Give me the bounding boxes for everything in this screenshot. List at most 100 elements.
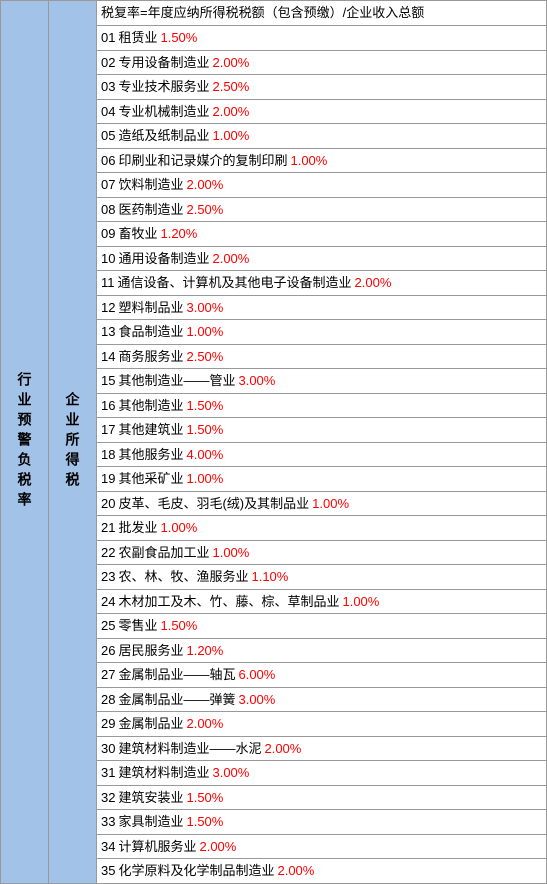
table-row: 18 其他服务业 4.00% bbox=[97, 443, 546, 468]
row-rate: 2.00% bbox=[186, 714, 223, 734]
row-number: 08 bbox=[101, 200, 115, 220]
row-number: 32 bbox=[101, 788, 115, 808]
table-row: 13 食品制造业 1.00% bbox=[97, 320, 546, 345]
table-row: 30 建筑材料制造业——水泥 2.00% bbox=[97, 737, 546, 762]
row-number: 11 bbox=[101, 273, 115, 293]
row-label: 建筑材料制造业 bbox=[118, 763, 209, 783]
row-rate: 2.00% bbox=[186, 175, 223, 195]
table-row: 27 金属制品业——轴瓦 6.00% bbox=[97, 663, 546, 688]
row-label: 零售业 bbox=[118, 616, 157, 636]
row-number: 26 bbox=[101, 641, 115, 661]
row-number: 07 bbox=[101, 175, 115, 195]
row-rate: 3.00% bbox=[186, 298, 223, 318]
row-label: 塑料制品业 bbox=[118, 298, 183, 318]
row-number: 03 bbox=[101, 77, 115, 97]
row-number: 17 bbox=[101, 420, 115, 440]
row-number: 25 bbox=[101, 616, 115, 636]
row-number: 20 bbox=[101, 494, 115, 514]
row-rate: 2.50% bbox=[186, 347, 223, 367]
row-number: 02 bbox=[101, 53, 115, 73]
table-row: 35 化学原料及化学制品制造业 2.00% bbox=[97, 859, 546, 883]
table-row: 09 畜牧业 1.20% bbox=[97, 222, 546, 247]
row-number: 29 bbox=[101, 714, 115, 734]
row-rate: 1.10% bbox=[251, 567, 288, 587]
row-label: 其他采矿业 bbox=[118, 469, 183, 489]
row-label: 批发业 bbox=[118, 518, 157, 538]
table-row: 03 专业技术服务业 2.50% bbox=[97, 75, 546, 100]
row-number: 13 bbox=[101, 322, 115, 342]
row-number: 16 bbox=[101, 396, 115, 416]
table-row: 16 其他制造业 1.50% bbox=[97, 394, 546, 419]
row-label: 农、林、牧、渔服务业 bbox=[118, 567, 248, 587]
row-rate: 6.00% bbox=[238, 665, 275, 685]
table-row: 34 计算机服务业 2.00% bbox=[97, 835, 546, 860]
row-number: 23 bbox=[101, 567, 115, 587]
table-row: 02 专用设备制造业 2.00% bbox=[97, 51, 546, 76]
table-row: 12 塑料制品业 3.00% bbox=[97, 296, 546, 321]
row-rate: 1.50% bbox=[160, 28, 197, 48]
row-label: 建筑材料制造业——水泥 bbox=[118, 739, 261, 759]
row-rate: 1.20% bbox=[186, 641, 223, 661]
row-number: 34 bbox=[101, 837, 115, 857]
row-rate: 1.50% bbox=[186, 788, 223, 808]
row-label: 计算机服务业 bbox=[118, 837, 196, 857]
row-label: 金属制品业——轴瓦 bbox=[118, 665, 235, 685]
row-rate: 1.00% bbox=[342, 592, 379, 612]
table-row: 19 其他采矿业 1.00% bbox=[97, 467, 546, 492]
row-label: 专用设备制造业 bbox=[118, 53, 209, 73]
row-rate: 2.00% bbox=[355, 273, 392, 293]
table-row: 25 零售业 1.50% bbox=[97, 614, 546, 639]
row-label: 金属制品业 bbox=[118, 714, 183, 734]
row-number: 19 bbox=[101, 469, 115, 489]
row-label: 饮料制造业 bbox=[118, 175, 183, 195]
row-number: 05 bbox=[101, 126, 115, 146]
table-row: 08 医药制造业 2.50% bbox=[97, 198, 546, 223]
row-label: 租赁业 bbox=[118, 28, 157, 48]
row-rate: 2.50% bbox=[186, 200, 223, 220]
row-label: 化学原料及化学制品制造业 bbox=[118, 861, 274, 881]
table-row: 05 造纸及纸制品业 1.00% bbox=[97, 124, 546, 149]
table-row: 28 金属制品业——弹簧 3.00% bbox=[97, 688, 546, 713]
row-rate: 2.50% bbox=[212, 77, 249, 97]
row-label: 其他建筑业 bbox=[118, 420, 183, 440]
row-rate: 1.00% bbox=[212, 126, 249, 146]
row-number: 24 bbox=[101, 592, 115, 612]
row-rate: 3.00% bbox=[212, 763, 249, 783]
row-number: 33 bbox=[101, 812, 115, 832]
table-row: 22 农副食品加工业 1.00% bbox=[97, 541, 546, 566]
row-rate: 1.00% bbox=[312, 494, 349, 514]
row-number: 06 bbox=[101, 151, 115, 171]
table-row: 14 商务服务业 2.50% bbox=[97, 345, 546, 370]
table-row: 15 其他制造业——管业 3.00% bbox=[97, 369, 546, 394]
row-rate: 1.00% bbox=[290, 151, 327, 171]
row-number: 14 bbox=[101, 347, 115, 367]
row-label: 畜牧业 bbox=[118, 224, 157, 244]
table-row: 04 专业机械制造业 2.00% bbox=[97, 100, 546, 125]
row-label: 农副食品加工业 bbox=[118, 543, 209, 563]
row-label: 通信设备、计算机及其他电子设备制造业 bbox=[118, 273, 352, 293]
table-row: 23 农、林、牧、渔服务业 1.10% bbox=[97, 565, 546, 590]
row-label: 皮革、毛皮、羽毛(绒)及其制品业 bbox=[118, 494, 309, 514]
table-row: 24 木材加工及木、竹、藤、棕、草制品业 1.00% bbox=[97, 590, 546, 615]
row-label: 家具制造业 bbox=[118, 812, 183, 832]
row-rate: 1.00% bbox=[160, 518, 197, 538]
row-label: 建筑安装业 bbox=[118, 788, 183, 808]
row-rate: 4.00% bbox=[186, 445, 223, 465]
row-label: 商务服务业 bbox=[118, 347, 183, 367]
table-row: 29 金属制品业 2.00% bbox=[97, 712, 546, 737]
row-number: 31 bbox=[101, 763, 115, 783]
row-rate: 1.50% bbox=[186, 420, 223, 440]
table-row: 31 建筑材料制造业 3.00% bbox=[97, 761, 546, 786]
row-number: 27 bbox=[101, 665, 115, 685]
row-number: 28 bbox=[101, 690, 115, 710]
table-row: 06 印刷业和记录媒介的复制印刷 1.00% bbox=[97, 149, 546, 174]
row-label: 其他服务业 bbox=[118, 445, 183, 465]
row-label: 通用设备制造业 bbox=[118, 249, 209, 269]
row-label: 其他制造业 bbox=[118, 396, 183, 416]
row-rate: 3.00% bbox=[238, 371, 275, 391]
table-row: 20 皮革、毛皮、羽毛(绒)及其制品业 1.00% bbox=[97, 492, 546, 517]
row-label: 金属制品业——弹簧 bbox=[118, 690, 235, 710]
row-number: 15 bbox=[101, 371, 115, 391]
data-column: 税复率=年度应纳所得税税额（包含预缴）/企业收入总额 01 租赁业 1.50%0… bbox=[97, 1, 546, 883]
row-label: 造纸及纸制品业 bbox=[118, 126, 209, 146]
